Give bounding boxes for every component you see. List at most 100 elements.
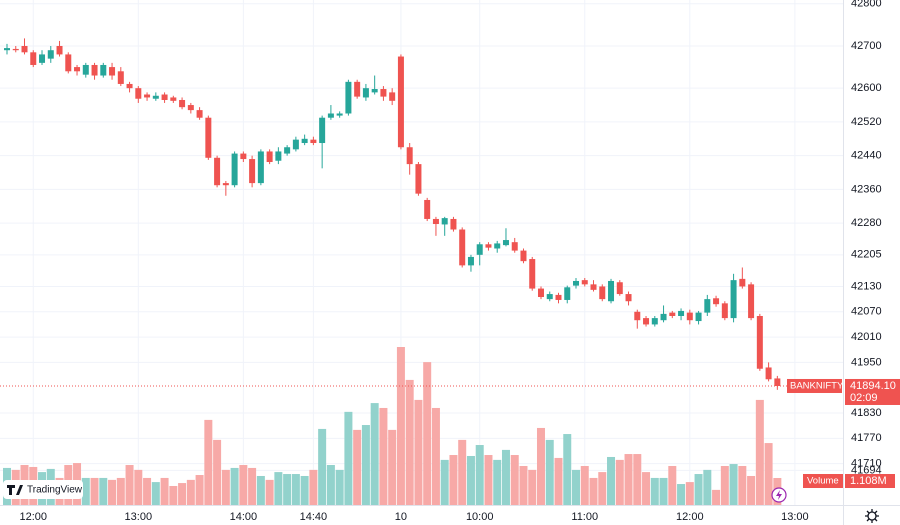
volume-bar: [195, 475, 204, 505]
volume-bar: [633, 454, 642, 505]
volume-bar: [396, 347, 405, 505]
volume-bar: [326, 465, 335, 505]
candle-body: [292, 139, 299, 150]
candle-body: [441, 218, 448, 225]
last-price-label: 41894.10: [850, 380, 896, 392]
candle-body: [126, 83, 133, 89]
volume-bar: [256, 475, 265, 505]
x-tick-label: 14:00: [230, 511, 258, 523]
last-volume-label: 1.108M: [850, 475, 887, 487]
candle-body: [739, 278, 746, 287]
candle-body: [529, 259, 536, 289]
volume-bar: [519, 465, 528, 505]
settings-icon[interactable]: [865, 509, 879, 523]
candle-body: [214, 157, 221, 186]
volume-bar: [204, 419, 213, 505]
volume-bar: [318, 428, 327, 505]
gear-teeth[interactable]: [865, 509, 879, 523]
candle-body: [537, 288, 544, 298]
volume-bar: [116, 477, 125, 505]
volume-bar: [213, 439, 222, 505]
replay-icon[interactable]: [771, 487, 787, 503]
candle-body: [494, 243, 501, 249]
candle-body: [678, 310, 685, 316]
candle-body: [170, 97, 177, 101]
candle-body: [581, 280, 588, 285]
volume-bar: [361, 425, 370, 505]
candle-body: [257, 151, 264, 184]
volume-bar: [694, 474, 703, 505]
candle-body: [713, 298, 720, 305]
candle-body: [266, 151, 273, 163]
candle-body: [275, 151, 282, 161]
icon-bolt[interactable]: [776, 490, 782, 500]
volume-bar: [615, 459, 624, 505]
volume-bar: [108, 479, 117, 505]
candle-body: [748, 284, 755, 319]
volume-bar: [685, 482, 694, 505]
candle-body: [599, 286, 606, 300]
volume-bar: [230, 467, 239, 505]
candle-body: [371, 89, 378, 93]
gear[interactable]: [867, 511, 877, 521]
candle-body: [319, 117, 326, 144]
volume-bar: [572, 469, 581, 505]
volume-bar: [248, 467, 257, 505]
volume-bar: [283, 474, 292, 505]
volume-bar: [458, 439, 467, 505]
candle-body: [12, 48, 19, 51]
volume-bar: [493, 459, 502, 505]
volume-bar: [755, 399, 764, 505]
candle-body: [573, 280, 580, 286]
candle-body: [345, 81, 352, 114]
x-tick-label: 14:40: [300, 511, 328, 523]
volume-bar: [598, 472, 607, 505]
candle-body: [695, 312, 702, 322]
volume-bar: [151, 482, 160, 505]
y-tick-label: 41950: [851, 356, 882, 368]
volume-bar: [510, 455, 519, 505]
volume-bar: [388, 429, 397, 505]
candle-body: [135, 88, 142, 99]
x-tick-label: 12:00: [19, 511, 47, 523]
candle-body: [704, 299, 711, 313]
volume-pane: [3, 347, 782, 505]
x-tick-label: 12:00: [676, 511, 704, 523]
candle-body: [74, 67, 81, 72]
y-tick-label: 42010: [851, 331, 882, 343]
logo-mark: [7, 485, 23, 495]
volume-bar: [545, 439, 554, 505]
candle-body: [205, 117, 212, 158]
volume-bar: [677, 484, 686, 505]
candle-body: [774, 378, 781, 386]
candle-body: [327, 113, 334, 118]
volume-value-tag: [845, 474, 895, 488]
candle-body: [179, 99, 186, 108]
volume-bar: [650, 477, 659, 505]
volume-bar: [580, 465, 589, 505]
volume-bar: [466, 455, 475, 505]
volume-bar: [484, 455, 493, 505]
candle-body: [56, 45, 63, 55]
volume-bar: [125, 465, 134, 505]
candle-body: [144, 94, 151, 98]
volume-bar: [703, 469, 712, 505]
candle-body: [424, 199, 431, 219]
candle-body: [301, 138, 308, 144]
volume-bar: [536, 427, 545, 505]
volume-bar: [554, 457, 563, 505]
symbol-label: BANKNIFTY: [790, 381, 844, 392]
volume-tag: [803, 474, 843, 488]
candle-body: [756, 315, 763, 369]
price-tag: [845, 378, 900, 405]
volume-bar: [370, 403, 379, 505]
candle-body: [231, 153, 238, 186]
candle-body: [660, 313, 667, 321]
candle-body: [4, 48, 11, 51]
candle-body: [590, 284, 597, 290]
candle-body: [415, 164, 422, 194]
candle-body: [65, 54, 72, 72]
candle-body: [520, 250, 527, 262]
candle-body: [152, 95, 159, 99]
symbol-tag: [787, 378, 842, 393]
